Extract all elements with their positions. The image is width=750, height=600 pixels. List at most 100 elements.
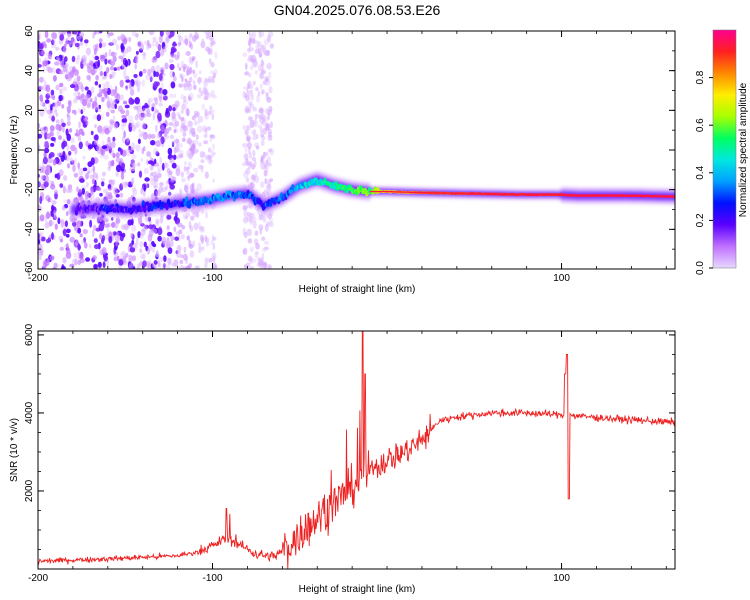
heatmap-speckle [258, 213, 264, 221]
heatmap-speckle [76, 75, 81, 82]
heatmap-speckle [70, 144, 76, 152]
heatmap-speckle [38, 133, 43, 139]
heatmap-speckle [73, 109, 77, 116]
heatmap-speckle [66, 113, 70, 118]
heatmap-speckle [101, 217, 107, 222]
heatmap-speckle [72, 159, 75, 165]
heatmap-speckle [182, 82, 187, 88]
heatmap-speckle [166, 180, 170, 184]
heatmap-speckle [242, 216, 249, 224]
heatmap-speckle [96, 144, 102, 152]
heatmap-speckle [133, 105, 139, 110]
heatmap-speckle [115, 93, 121, 101]
heatmap-speckle [43, 140, 50, 149]
heatmap-speckle [186, 149, 192, 158]
heatmap-speckle [242, 86, 248, 90]
heatmap-speckle [185, 51, 191, 56]
heatmap-speckle [214, 68, 218, 75]
heatmap-speckle [142, 108, 147, 114]
heatmap-speckle [212, 151, 216, 156]
heatmap-speckle [44, 262, 48, 267]
heatmap-speckle [107, 192, 113, 196]
heatmap-speckle [69, 236, 75, 243]
heatmap-speckle [153, 260, 158, 265]
heatmap-speckle [103, 154, 109, 160]
heatmap-speckle [47, 198, 51, 203]
heatmap-speckle [204, 88, 208, 94]
heatmap-speckle [202, 86, 208, 94]
heatmap-speckle [71, 55, 76, 63]
heatmap-speckle [106, 100, 111, 108]
heatmap-speckle [260, 162, 266, 170]
heatmap-speckle [161, 162, 165, 171]
heatmap-speckle [74, 96, 78, 103]
heatmap-speckle [102, 83, 106, 90]
heatmap-speckle [251, 31, 256, 39]
heatmap-speckle [120, 65, 125, 70]
heatmap-speckle [148, 243, 153, 251]
heatmap-speckle [243, 71, 250, 76]
heatmap-speckle [111, 217, 114, 221]
heatmap-speckle [151, 103, 156, 109]
heatmap-speckle [180, 93, 185, 100]
heatmap-speckle [193, 139, 199, 145]
heatmap-speckle [119, 183, 124, 191]
heatmap-speckle [265, 76, 270, 83]
heatmap-speckle [179, 188, 183, 195]
heatmap-speckle [50, 104, 53, 111]
heatmap-speckle [92, 62, 96, 70]
heatmap-speckle [102, 219, 105, 227]
heatmap-speckle [204, 155, 208, 160]
heatmap-speckle [212, 178, 215, 183]
heatmap-speckle [119, 79, 124, 88]
heatmap-speckle [97, 125, 103, 134]
heatmap-speckle [171, 141, 175, 148]
heatmap-speckle [258, 108, 262, 114]
heatmap-speckle [211, 113, 215, 120]
heatmap-speckle [261, 89, 265, 95]
heatmap-speckle [267, 105, 273, 113]
heatmap-speckle [108, 32, 114, 36]
heatmap-speckle [142, 134, 148, 140]
heatmap-speckle [176, 244, 182, 253]
heatmap-speckle [47, 156, 53, 164]
heatmap-speckle [137, 231, 141, 239]
heatmap-speckle [212, 242, 216, 250]
heatmap-speckle [124, 60, 129, 68]
heatmap-speckle [138, 71, 143, 77]
heatmap-speckle [88, 244, 92, 249]
heatmap-speckle [150, 65, 156, 73]
heatmap-speckle [162, 46, 167, 53]
heatmap-speckle [262, 114, 266, 122]
heatmap-speckle [38, 255, 42, 261]
heatmap-speckle [188, 126, 195, 134]
heatmap-speckle [153, 147, 159, 155]
heatmap-speckle [266, 62, 272, 70]
heatmap-speckle [68, 188, 73, 193]
heatmap-speckle [103, 223, 110, 228]
heatmap-speckle [81, 98, 87, 107]
heatmap-speckle [132, 188, 138, 196]
chart-title: GN04.2025.076.08.53.E26 [274, 2, 441, 18]
heatmap-speckle [104, 92, 108, 98]
heatmap-speckle [62, 125, 65, 133]
heatmap-speckle [145, 74, 151, 80]
heatmap-speckle [77, 91, 81, 96]
heatmap-speckle [77, 227, 82, 234]
heatmap-speckle [242, 204, 248, 211]
heatmap-speckle [94, 179, 97, 188]
heatmap-speckle [108, 179, 113, 185]
heatmap-speckle [247, 162, 252, 170]
heatmap-speckle [247, 238, 253, 244]
heatmap-speckle [248, 33, 254, 38]
heatmap-speckle [161, 82, 164, 90]
heatmap-speckle [99, 54, 103, 61]
y-tick-label: 2000 [24, 479, 35, 502]
heatmap-speckle [80, 56, 86, 64]
heatmap-speckle [119, 94, 124, 101]
heatmap-speckle [169, 70, 174, 78]
heatmap-speckle [204, 77, 208, 84]
heatmap-speckle [250, 212, 255, 219]
heatmap-speckle [255, 251, 260, 255]
heatmap-speckle [261, 45, 266, 50]
